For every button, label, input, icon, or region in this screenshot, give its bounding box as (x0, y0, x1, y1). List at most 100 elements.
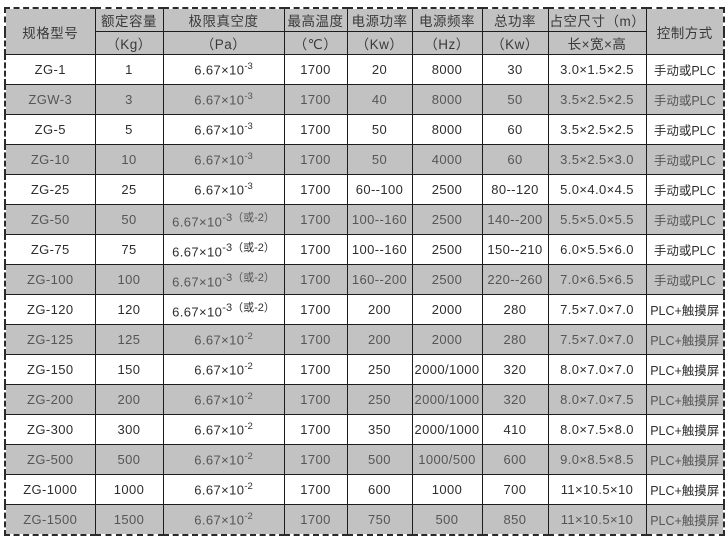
cell-total-power: 280 (481, 324, 549, 355)
cell-dimensions: 6.0×5.5×6.0 (547, 234, 647, 265)
cell-total-power: 280 (481, 294, 549, 325)
cell-total-power: 50 (481, 84, 549, 115)
header-temperature-unit: （℃） (283, 31, 348, 55)
header-control-mode: 控制方式 (645, 7, 725, 55)
cell-dimensions: 3.0×1.5×2.5 (547, 54, 647, 85)
vacuum-mantissa: 6.67×10 (194, 392, 245, 408)
cell-control-mode: PLC+触摸屏 (645, 294, 725, 325)
table-row: ZG-25 25 6.67×10-3 1700 60--100 2500 80--120 5.… (4, 174, 725, 205)
cell-power: 600 (346, 474, 413, 505)
vacuum-mantissa: 6.67×10 (194, 452, 245, 468)
cell-temperature: 1700 (283, 174, 348, 205)
cell-model: ZG-75 (4, 234, 96, 265)
cell-model: ZG-150 (4, 354, 96, 385)
cell-model: ZG-120 (4, 294, 96, 325)
cell-total-power: 320 (481, 354, 549, 385)
cell-vacuum: 6.67×10-2 (162, 354, 285, 385)
vacuum-exponent: -2 (244, 361, 253, 373)
vacuum-exponent: -3 (244, 121, 253, 133)
vacuum-exponent: -3（或-2） (222, 302, 275, 315)
cell-temperature: 1700 (283, 114, 348, 145)
cell-capacity: 300 (94, 414, 164, 445)
cell-model: ZG-1500 (4, 504, 96, 536)
vacuum-exponent: -3 (244, 151, 253, 163)
header-temperature-title: 最高温度 (283, 7, 348, 32)
cell-vacuum: 6.67×10-2 (162, 414, 285, 445)
cell-vacuum: 6.67×10-3 (162, 174, 285, 205)
cell-control-mode: PLC+触摸屏 (645, 444, 725, 475)
cell-vacuum: 6.67×10-3 (162, 54, 285, 85)
cell-dimensions: 3.5×2.5×2.5 (547, 84, 647, 115)
cell-control-mode: 手动或PLC (645, 114, 725, 145)
cell-temperature: 1700 (283, 414, 348, 445)
cell-vacuum: 6.67×10-3 (162, 114, 285, 145)
cell-dimensions: 7.0×6.5×6.5 (547, 264, 647, 295)
vacuum-mantissa: 6.67×10 (194, 332, 245, 348)
vacuum-mantissa: 6.67×10 (194, 482, 245, 498)
cell-capacity: 500 (94, 444, 164, 475)
cell-control-mode: PLC+触摸屏 (645, 384, 725, 415)
vacuum-mantissa: 6.67×10 (172, 304, 223, 320)
cell-power: 50 (346, 144, 413, 175)
cell-model: ZG-50 (4, 204, 96, 235)
cell-vacuum: 6.67×10-3 (162, 84, 285, 115)
header-capacity-unit: （Kg） (94, 31, 164, 55)
cell-frequency: 1000/500 (411, 444, 483, 475)
table-row: ZG-300 300 6.67×10-2 1700 350 2000/1000 410 8.0… (4, 414, 725, 445)
vacuum-mantissa: 6.67×10 (194, 362, 245, 378)
header-frequency-unit: （Hz） (411, 31, 483, 55)
cell-model: ZG-1 (4, 54, 96, 85)
header-vacuum-unit: （Pa） (162, 31, 285, 55)
cell-capacity: 1 (94, 54, 164, 85)
header-capacity-title: 额定容量 (94, 7, 164, 32)
cell-capacity: 5 (94, 114, 164, 145)
table-row: ZG-1 1 6.67×10-3 1700 20 8000 30 3.0×1.5×2.5 手动或… (4, 54, 725, 85)
cell-frequency: 2500 (411, 204, 483, 235)
cell-total-power: 600 (481, 444, 549, 475)
vacuum-mantissa: 6.67×10 (194, 152, 245, 168)
cell-control-mode: PLC+触摸屏 (645, 474, 725, 505)
cell-total-power: 700 (481, 474, 549, 505)
cell-capacity: 120 (94, 294, 164, 325)
cell-control-mode: 手动或PLC (645, 234, 725, 265)
header-frequency-title: 电源频率 (411, 7, 483, 32)
header-power-unit: （Kw） (346, 31, 413, 55)
cell-frequency: 8000 (411, 84, 483, 115)
cell-dimensions: 7.5×7.0×7.0 (547, 294, 647, 325)
cell-total-power: 320 (481, 384, 549, 415)
cell-model: ZG-25 (4, 174, 96, 205)
cell-power: 350 (346, 414, 413, 445)
cell-power: 50 (346, 114, 413, 145)
cell-power: 250 (346, 384, 413, 415)
header-power-title: 电源功率 (346, 7, 413, 32)
cell-total-power: 410 (481, 414, 549, 445)
cell-power: 20 (346, 54, 413, 85)
cell-frequency: 2000/1000 (411, 384, 483, 415)
table-row: ZG-5 5 6.67×10-3 1700 50 8000 60 3.5×2.5×2.5 手动或… (4, 114, 725, 145)
cell-frequency: 2000 (411, 294, 483, 325)
vacuum-exponent: -2 (244, 511, 253, 523)
vacuum-exponent: -3（或-2） (222, 212, 275, 225)
cell-temperature: 1700 (283, 294, 348, 325)
cell-vacuum: 6.67×10-3（或-2） (162, 294, 285, 325)
cell-frequency: 2000 (411, 324, 483, 355)
cell-temperature: 1700 (283, 324, 348, 355)
vacuum-mantissa: 6.67×10 (194, 512, 245, 528)
header-dimensions-title: 占空尺寸（m） (547, 7, 647, 32)
cell-capacity: 1500 (94, 504, 164, 536)
cell-frequency: 2500 (411, 234, 483, 265)
cell-dimensions: 11×10.5×10 (547, 474, 647, 505)
cell-control-mode: 手动或PLC (645, 264, 725, 295)
cell-power: 200 (346, 324, 413, 355)
vacuum-mantissa: 6.67×10 (194, 122, 245, 138)
cell-model: ZG-5 (4, 114, 96, 145)
cell-frequency: 2500 (411, 264, 483, 295)
cell-vacuum: 6.67×10-3 (162, 144, 285, 175)
cell-vacuum: 6.67×10-3（或-2） (162, 204, 285, 235)
table-body: ZG-1 1 6.67×10-3 1700 20 8000 30 3.0×1.5×2.5 手动或… (4, 54, 725, 536)
cell-temperature: 1700 (283, 54, 348, 85)
vacuum-exponent: -2 (244, 451, 253, 463)
vacuum-mantissa: 6.67×10 (172, 214, 223, 230)
cell-power: 40 (346, 84, 413, 115)
cell-control-mode: 手动或PLC (645, 204, 725, 235)
